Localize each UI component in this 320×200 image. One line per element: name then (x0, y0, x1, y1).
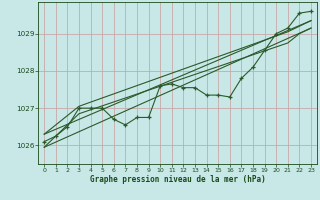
X-axis label: Graphe pression niveau de la mer (hPa): Graphe pression niveau de la mer (hPa) (90, 175, 266, 184)
